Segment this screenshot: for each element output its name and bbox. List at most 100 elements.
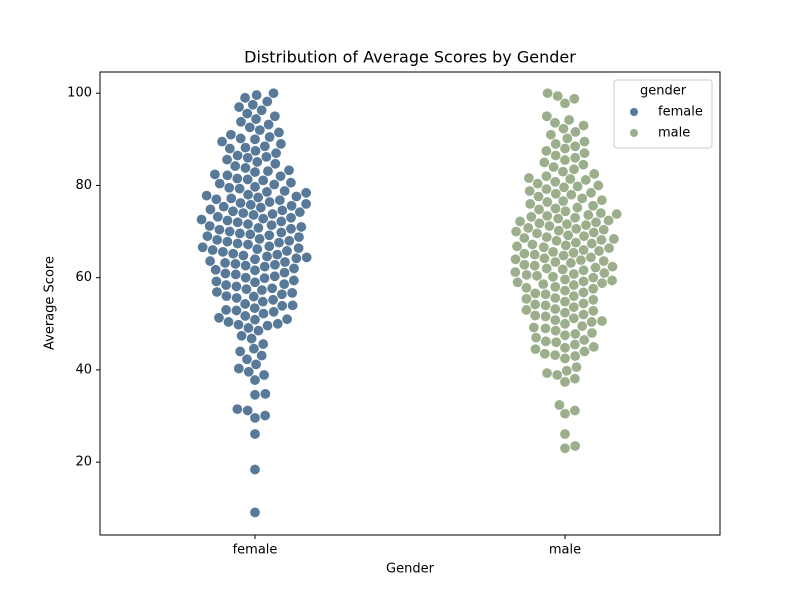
dot — [286, 200, 298, 212]
dot — [577, 159, 589, 171]
dot — [529, 298, 541, 310]
dot — [561, 132, 573, 144]
dot — [259, 388, 271, 400]
dot — [540, 299, 552, 311]
dot — [278, 267, 290, 279]
legend-label: male — [658, 126, 690, 141]
dot — [213, 224, 225, 236]
dot — [540, 322, 552, 334]
dot — [587, 272, 599, 284]
dot — [603, 214, 615, 226]
dot — [229, 258, 241, 270]
dot — [569, 212, 581, 224]
dot — [234, 183, 246, 195]
x-axis-label: Gender — [386, 562, 435, 577]
dot — [234, 227, 246, 239]
dot — [252, 325, 264, 337]
dot — [257, 213, 269, 225]
dot — [254, 124, 266, 136]
dot — [541, 196, 553, 208]
dot — [264, 131, 276, 143]
dot — [541, 210, 553, 222]
dot — [250, 113, 262, 125]
dot — [207, 244, 219, 256]
dot — [256, 104, 268, 116]
dot — [595, 234, 607, 246]
legend-box — [613, 79, 713, 149]
dot — [569, 152, 581, 164]
dot — [249, 464, 261, 476]
dot — [590, 262, 602, 274]
dot — [285, 212, 297, 224]
dot — [559, 342, 571, 354]
dot — [259, 272, 271, 284]
dot — [561, 218, 573, 230]
dot — [266, 282, 278, 294]
legend-label: female — [658, 105, 703, 120]
y-tick-label: 40 — [75, 362, 92, 377]
dot — [212, 211, 224, 223]
dot — [533, 203, 545, 215]
dot — [541, 367, 553, 379]
dot — [286, 287, 298, 299]
dot — [233, 363, 245, 375]
dot — [237, 207, 249, 219]
dot — [526, 238, 538, 250]
dot — [550, 188, 562, 200]
dot — [249, 181, 261, 193]
y-tick-label: 60 — [75, 270, 92, 285]
dot — [223, 182, 235, 194]
dot — [518, 248, 530, 260]
dot — [550, 336, 562, 348]
dot — [250, 145, 262, 157]
dot — [550, 138, 562, 150]
dot — [263, 119, 275, 131]
dot — [249, 253, 261, 265]
dot — [259, 410, 271, 422]
dot — [588, 226, 600, 238]
dot — [204, 220, 216, 232]
dot — [281, 313, 293, 325]
dot — [267, 208, 279, 220]
dot — [276, 204, 288, 216]
dot — [562, 229, 574, 241]
dot — [596, 277, 608, 289]
dot — [509, 266, 521, 278]
dot — [542, 87, 554, 99]
dot — [559, 296, 571, 308]
legend-swatch — [630, 108, 638, 116]
dot — [269, 270, 281, 282]
dot — [239, 142, 251, 154]
dot — [568, 301, 580, 313]
dot — [596, 315, 608, 327]
dot — [230, 280, 242, 292]
dot — [231, 292, 243, 304]
dot — [578, 264, 590, 276]
dot — [201, 190, 213, 202]
dot — [578, 230, 590, 242]
dot — [249, 389, 261, 401]
dot — [531, 227, 543, 239]
dot — [242, 322, 254, 334]
dot — [529, 249, 541, 261]
dot — [578, 297, 590, 309]
dot — [268, 87, 280, 99]
dot — [259, 140, 271, 152]
dot — [593, 245, 605, 257]
dot — [568, 268, 580, 280]
dot — [261, 186, 273, 198]
dot — [521, 269, 533, 281]
dot — [255, 202, 267, 214]
dot — [221, 236, 233, 248]
dot — [234, 345, 246, 357]
dot — [230, 304, 242, 316]
dot — [268, 306, 280, 318]
dot — [274, 194, 286, 206]
dot — [264, 196, 276, 208]
dot — [611, 208, 623, 220]
dot — [569, 328, 581, 340]
dot — [285, 223, 297, 235]
dot — [249, 264, 261, 276]
dot — [549, 349, 561, 361]
dot — [260, 151, 272, 163]
